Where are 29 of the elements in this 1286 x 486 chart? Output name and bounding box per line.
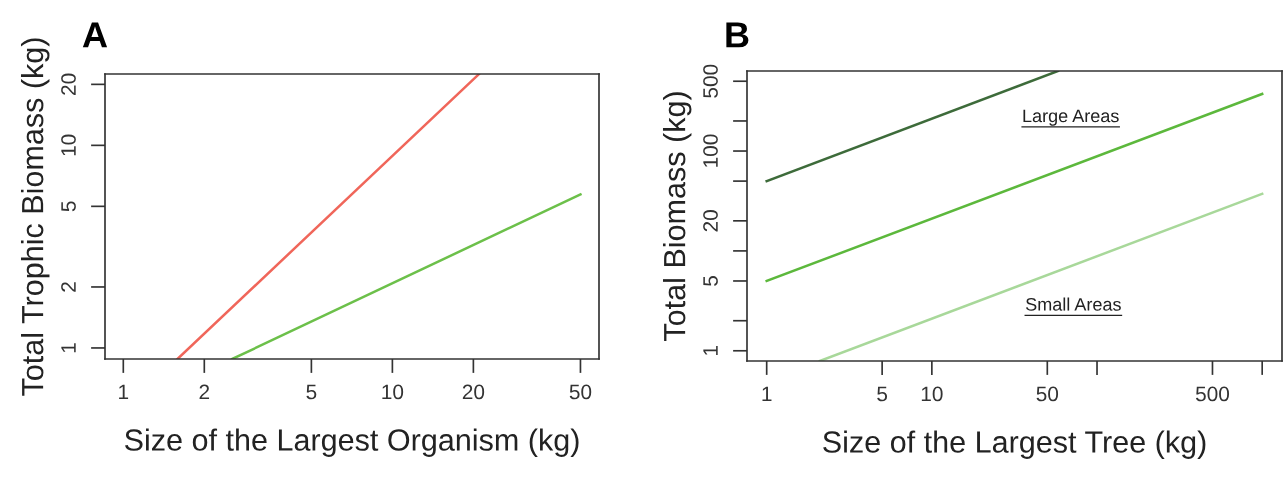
y-tick-label: 5 <box>61 201 76 212</box>
chart-title: A <box>82 22 108 48</box>
y-tick-label: 2 <box>61 282 76 292</box>
y-tick-label: 5 <box>703 276 718 286</box>
x-tick-label: 2 <box>199 384 210 400</box>
x-axis-title: Size of the Largest Tree (kg) <box>823 430 1206 459</box>
y-tick-label: 10 <box>61 134 76 156</box>
x-tick-label: 5 <box>877 386 888 402</box>
x-axis-title: Size of the Largest Organism (kg) <box>124 428 579 457</box>
x-tick-label: 50 <box>1036 386 1059 402</box>
annotation: Small Areas <box>1026 297 1121 311</box>
y-tick-label: 1 <box>61 343 76 353</box>
y-tick-label: 20 <box>61 73 76 95</box>
x-tick-label: 1 <box>762 386 772 402</box>
x-tick-label: 10 <box>382 384 404 400</box>
annotation: Large Areas <box>1023 109 1119 126</box>
x-tick-label: 500 <box>1195 386 1230 402</box>
y-tick-label: 20 <box>703 210 718 232</box>
y-tick-label: 100 <box>703 134 718 167</box>
y-axis-title: Total Biomass (kg) <box>662 92 692 341</box>
chart-title: B <box>726 22 749 48</box>
y-tick-label: 1 <box>703 346 718 355</box>
x-tick-label: 10 <box>921 386 943 402</box>
x-tick-label: 20 <box>462 384 485 400</box>
x-tick-label: 50 <box>569 384 592 400</box>
y-axis-title: Total Trophic Biomass (kg) <box>20 38 50 396</box>
y-tick-label: 500 <box>703 64 718 98</box>
x-tick-label: 1 <box>119 384 129 400</box>
x-tick-label: 5 <box>306 384 317 400</box>
